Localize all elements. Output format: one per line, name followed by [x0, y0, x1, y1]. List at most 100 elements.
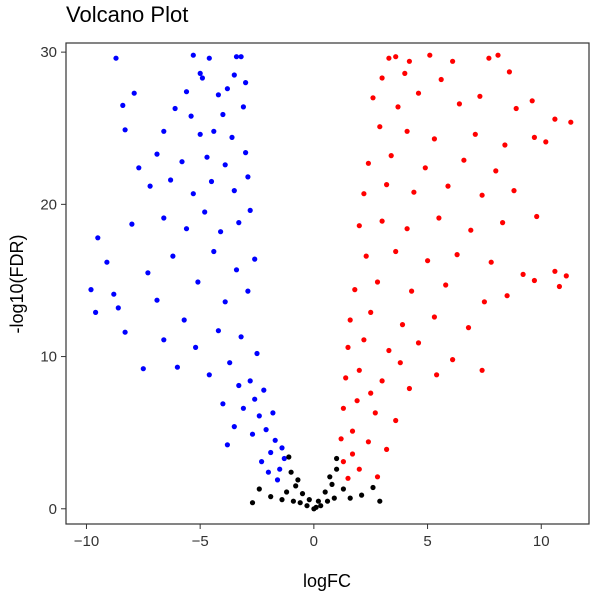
- point-not_significant-12: [329, 481, 335, 487]
- point-down-28: [243, 150, 249, 156]
- point-down-6: [199, 75, 205, 81]
- point-up-65: [465, 325, 472, 331]
- point-down-38: [183, 226, 190, 232]
- point-up-63: [399, 322, 406, 328]
- point-up-42: [436, 215, 442, 221]
- point-up-47: [425, 258, 431, 264]
- point-down-42: [247, 207, 253, 213]
- point-not_significant-16: [334, 466, 340, 472]
- point-not_significant-10: [315, 498, 321, 504]
- y-tick-label: 30: [40, 44, 57, 61]
- point-up-31: [493, 168, 499, 174]
- point-up-8: [402, 70, 408, 76]
- point-up-35: [445, 183, 451, 189]
- point-not_significant-9: [306, 497, 312, 503]
- point-up-62: [368, 309, 374, 315]
- y-tick-label: 10: [40, 349, 57, 366]
- point-up-69: [415, 340, 422, 346]
- point-up-49: [488, 259, 494, 265]
- point-up-91: [349, 451, 356, 457]
- point-down-8: [243, 80, 249, 86]
- point-up-7: [379, 75, 385, 81]
- point-up-51: [531, 277, 538, 284]
- point-up-88: [345, 475, 351, 481]
- point-up-64: [431, 314, 437, 320]
- point-up-13: [395, 104, 401, 110]
- point-up-53: [563, 273, 569, 279]
- point-down-35: [95, 235, 101, 241]
- point-up-29: [422, 165, 428, 171]
- x-axis: −10 −5 0 5 10: [74, 524, 550, 550]
- point-down-14: [172, 105, 178, 112]
- point-up-59: [481, 299, 487, 305]
- point-up-90: [397, 360, 403, 366]
- point-down-43: [88, 287, 94, 293]
- point-down-62: [193, 344, 199, 350]
- point-not_significant-2: [304, 503, 310, 509]
- point-up-79: [372, 410, 378, 416]
- point-not_significant-26: [377, 498, 383, 504]
- y-axis-title: -log10(FDR): [7, 234, 27, 333]
- point-not_significant-25: [249, 500, 256, 506]
- point-up-15: [456, 101, 462, 107]
- point-down-76: [268, 449, 274, 456]
- point-up-56: [374, 279, 381, 285]
- point-up-39: [356, 223, 362, 229]
- point-up-4: [450, 58, 456, 64]
- point-down-22: [229, 134, 235, 140]
- point-not_significant-21: [279, 497, 285, 503]
- point-up-75: [406, 385, 412, 392]
- point-up-38: [534, 213, 540, 220]
- point-not_significant-5: [324, 498, 331, 504]
- point-up-82: [349, 428, 356, 434]
- point-up-71: [479, 367, 485, 373]
- point-up-54: [556, 283, 563, 290]
- point-up-23: [431, 136, 437, 142]
- point-down-47: [115, 305, 121, 311]
- point-down-10: [183, 89, 190, 95]
- point-down-18: [122, 127, 128, 133]
- point-down-75: [263, 427, 269, 433]
- point-up-24: [472, 131, 478, 137]
- point-up-43: [468, 227, 474, 233]
- point-down-24: [154, 151, 160, 157]
- point-down-36: [129, 221, 135, 227]
- point-up-76: [434, 372, 440, 378]
- point-down-17: [240, 104, 246, 110]
- point-up-33: [384, 182, 390, 188]
- point-up-5: [486, 55, 492, 61]
- point-not_significant-23: [359, 492, 365, 498]
- point-not_significant-8: [299, 491, 306, 497]
- point-up-34: [411, 189, 417, 195]
- point-down-29: [147, 183, 153, 189]
- point-up-84: [384, 446, 390, 452]
- point-down-4: [238, 54, 244, 60]
- point-down-13: [120, 102, 126, 108]
- point-down-68: [254, 350, 260, 357]
- point-up-32: [361, 191, 367, 197]
- point-up-66: [345, 344, 351, 350]
- point-down-32: [208, 178, 215, 185]
- point-up-86: [356, 466, 362, 472]
- point-up-74: [379, 378, 385, 384]
- point-not_significant-13: [288, 469, 294, 475]
- point-up-48: [454, 252, 460, 258]
- point-up-73: [356, 367, 362, 373]
- point-up-57: [409, 288, 415, 294]
- point-down-51: [154, 297, 160, 303]
- point-up-50: [520, 271, 526, 277]
- point-up-12: [370, 95, 376, 101]
- point-down-27: [222, 162, 228, 168]
- point-down-82: [274, 477, 281, 483]
- point-not_significant-20: [268, 494, 274, 500]
- point-up-1: [393, 54, 399, 60]
- point-up-78: [354, 398, 360, 404]
- point-up-55: [352, 287, 358, 293]
- point-not_significant-15: [327, 474, 333, 480]
- chart-title: Volcano Plot: [66, 2, 188, 27]
- point-down-48: [122, 329, 128, 335]
- point-down-60: [161, 337, 167, 343]
- point-not_significant-1: [297, 500, 303, 506]
- point-up-30: [461, 157, 467, 163]
- point-down-63: [206, 372, 212, 378]
